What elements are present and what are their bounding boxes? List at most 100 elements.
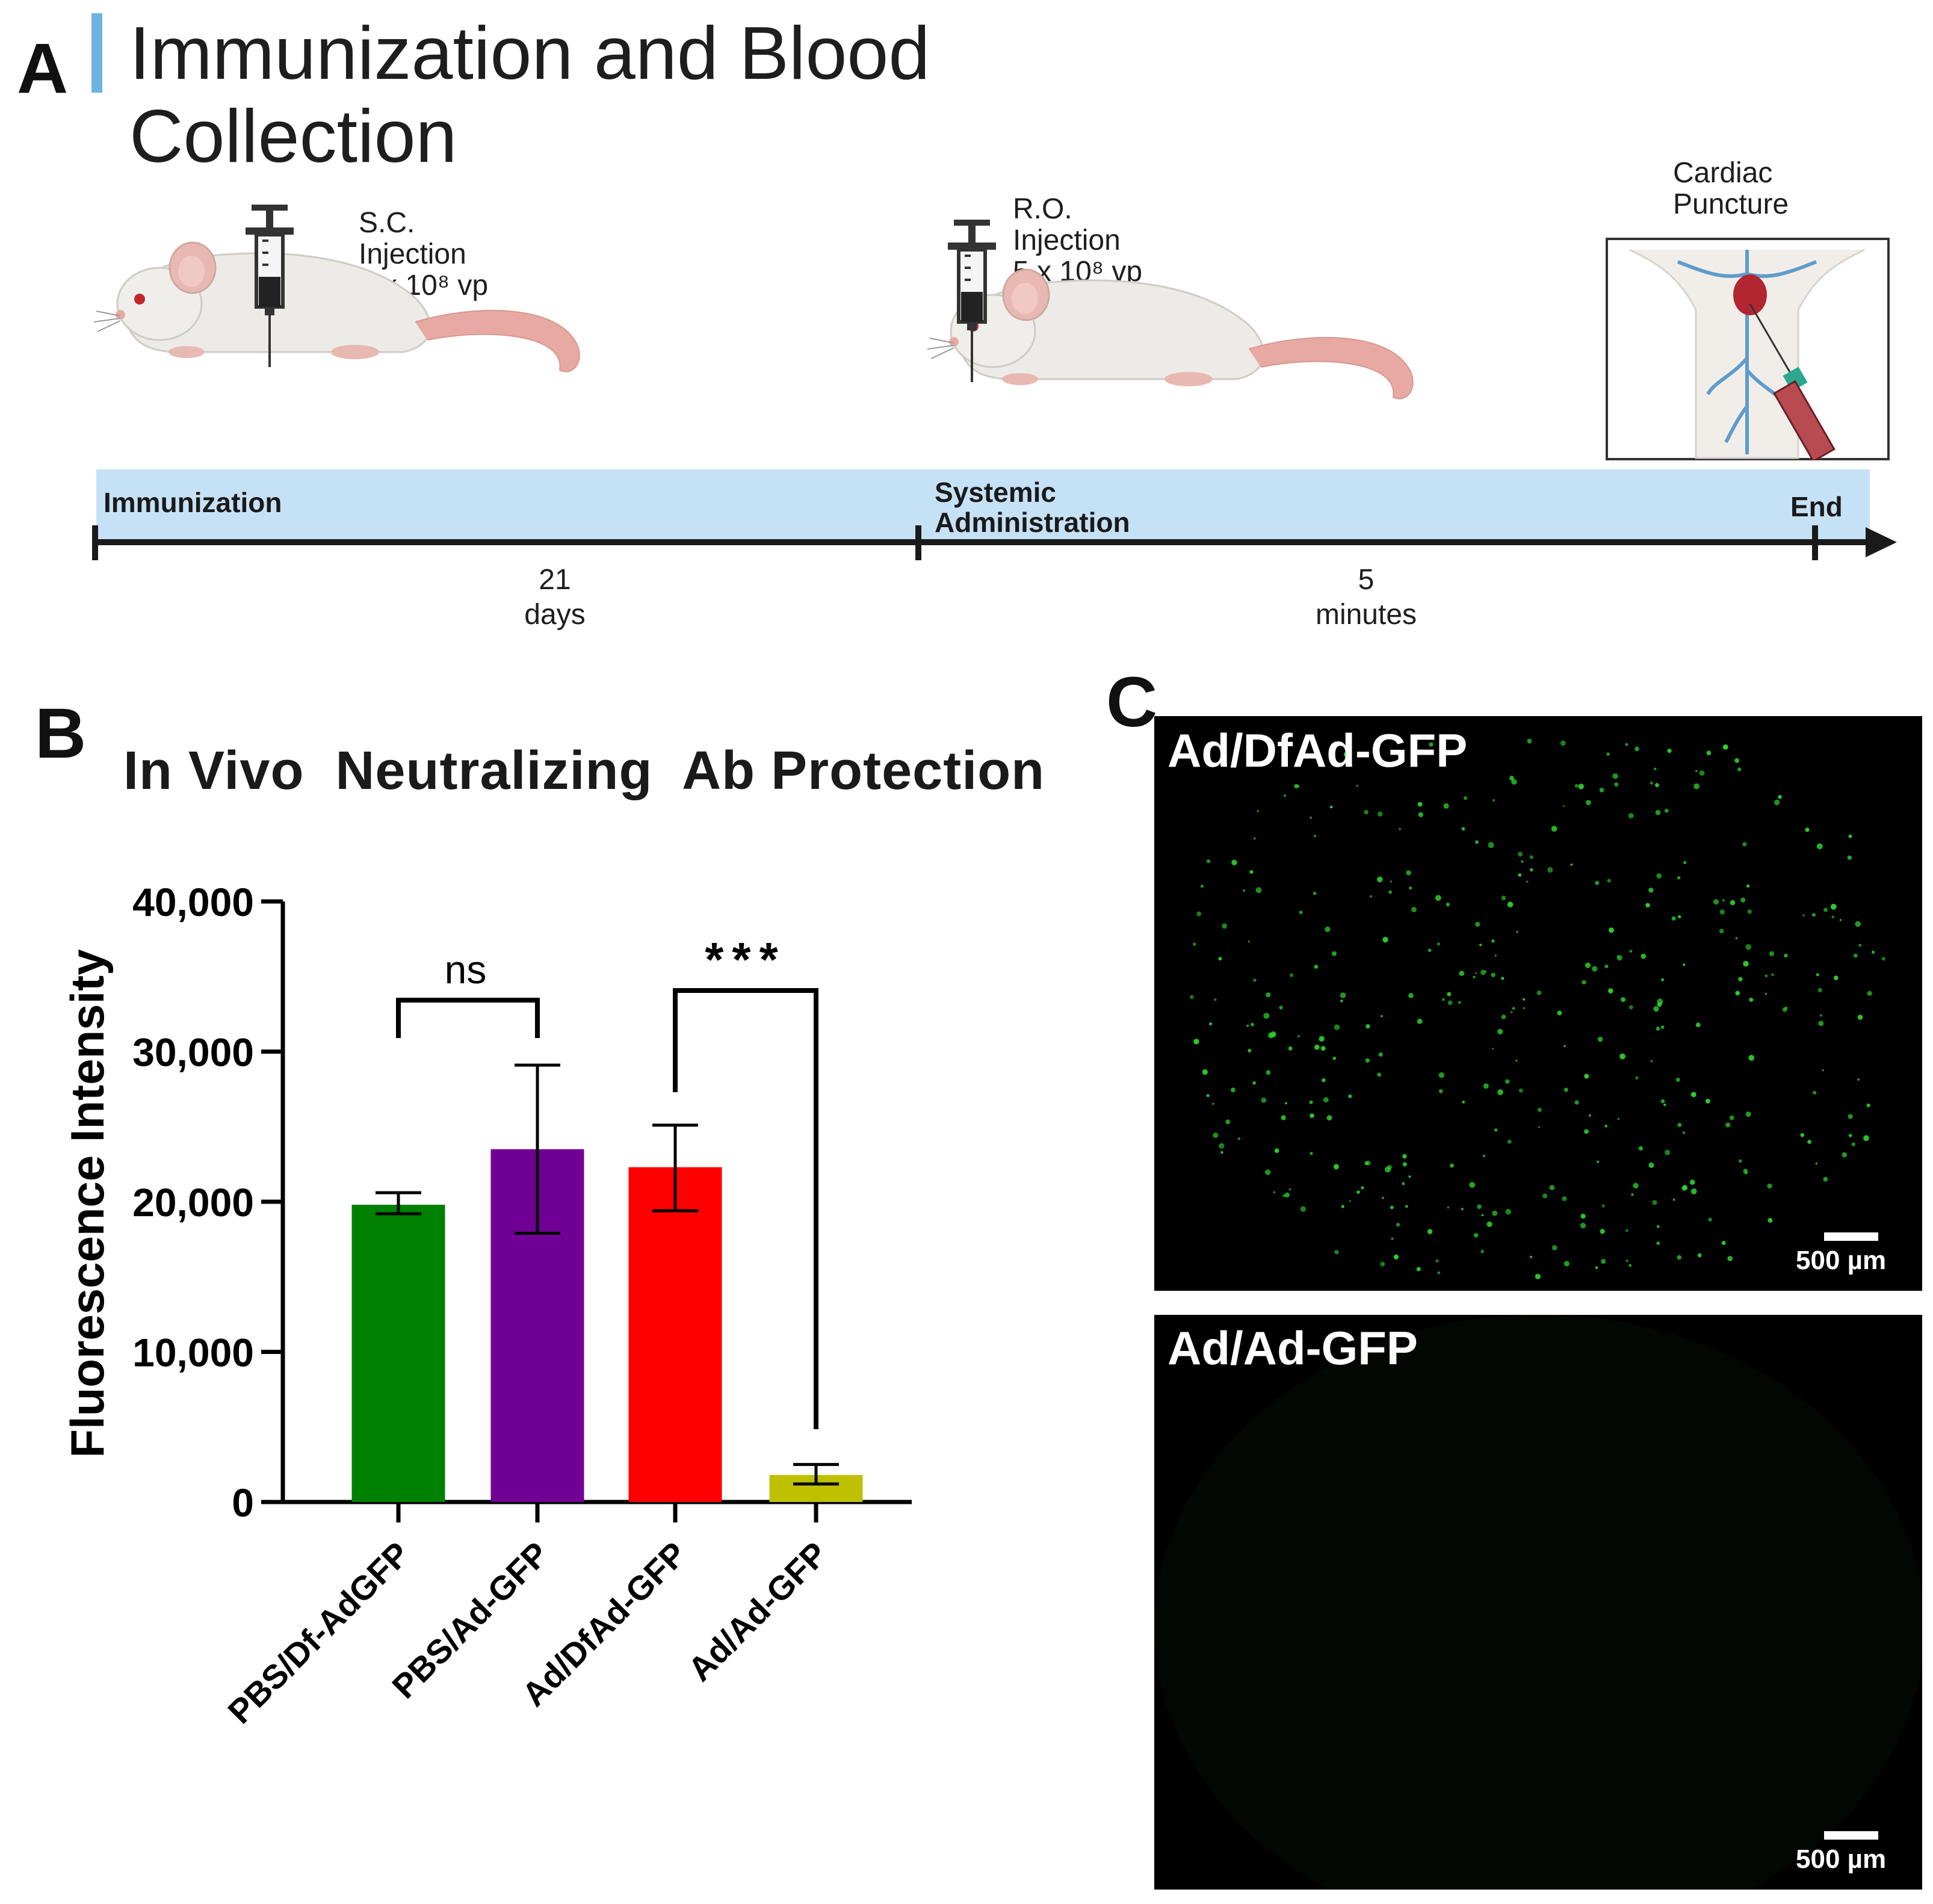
gfp-dot: [1231, 859, 1237, 865]
gfp-dot: [1549, 1185, 1555, 1190]
gfp-dot: [1515, 1060, 1518, 1062]
gfp-dot: [1617, 1117, 1619, 1120]
gfp-dot: [1705, 1099, 1710, 1104]
gfp-dot: [1388, 890, 1393, 894]
bar: [628, 1167, 722, 1502]
gfp-dot: [1480, 1249, 1485, 1253]
gfp-dot: [1438, 1072, 1445, 1078]
gfp-dot: [1621, 997, 1626, 1003]
gfp-dot: [1222, 923, 1227, 929]
gfp-dot: [1811, 913, 1816, 917]
gfp-dot: [1742, 842, 1747, 847]
gfp-dot: [1266, 1070, 1271, 1075]
gfp-dot: [1722, 899, 1725, 902]
duration-days: 21 days: [524, 564, 586, 631]
gfp-dot: [1745, 1111, 1751, 1117]
gfp-dot: [1492, 1210, 1498, 1216]
gfp-dot: [1619, 1053, 1625, 1060]
gfp-dot: [1580, 1223, 1586, 1229]
gfp-dot: [1616, 955, 1619, 957]
gfp-dot: [1518, 852, 1523, 857]
gfp-dot: [1461, 1208, 1464, 1211]
gfp-dot: [1699, 770, 1705, 776]
gfp-dot: [1819, 1014, 1823, 1017]
gfp-dot: [1310, 1113, 1314, 1118]
gfp-dot: [1218, 957, 1222, 960]
gfp-dot: [1656, 1027, 1660, 1031]
gfp-dot: [1697, 1253, 1702, 1258]
gfp-dot: [1665, 1149, 1671, 1155]
gfp-dot: [1437, 1271, 1441, 1275]
gfp-dot: [1263, 1013, 1270, 1019]
gfp-dot: [1396, 1223, 1400, 1227]
gfp-dot: [1671, 916, 1676, 921]
timeline-start-label: Immunization: [104, 487, 282, 518]
gfp-dot: [1402, 1154, 1407, 1159]
gfp-dot: [1494, 954, 1497, 957]
gfp-dot: [1612, 773, 1618, 779]
gfp-dot: [1501, 895, 1506, 900]
gfp-dot: [1743, 1169, 1748, 1174]
gfp-dot: [1450, 1163, 1454, 1168]
gfp-dot: [1486, 1221, 1492, 1227]
gfp-dot: [1340, 1000, 1343, 1003]
micrograph-top-label: Ad/DfAd-GFP: [1168, 724, 1468, 777]
gfp-dot: [1817, 988, 1822, 992]
gfp-dot: [1219, 1143, 1225, 1149]
gfp-dot: [1629, 950, 1633, 953]
category-label: PBS/Df-AdGFP: [220, 1535, 416, 1731]
gfp-dot: [1332, 951, 1337, 956]
gfp-dot: [1749, 998, 1754, 1002]
gfp-dot: [1529, 1255, 1533, 1258]
gfp-dot: [1606, 752, 1610, 756]
gfp-dot: [1614, 782, 1619, 787]
scale-bar-top: [1824, 1232, 1878, 1241]
gfp-dot: [1683, 861, 1687, 864]
gfp-dot: [1326, 1115, 1332, 1120]
gfp-dot: [1225, 1119, 1231, 1125]
gfp-dot: [1737, 767, 1742, 771]
bar: [351, 1204, 445, 1502]
gfp-dot: [1257, 809, 1260, 812]
gfp-dot: [1650, 1060, 1653, 1063]
gfp-dot: [1768, 1217, 1773, 1223]
gfp-dot: [1365, 1058, 1370, 1063]
chart-title: In Vivo Neutralizing Ab Protection: [123, 741, 1045, 801]
gfp-dot: [1381, 1015, 1383, 1018]
gfp-dot: [1645, 903, 1650, 907]
gfp-dot: [1656, 1225, 1660, 1228]
gfp-dot: [1447, 1206, 1449, 1209]
gfp-dot: [1747, 909, 1752, 914]
gfp-dot: [1220, 1151, 1223, 1154]
gfp-dot: [1729, 1115, 1734, 1120]
gfp-dot: [1206, 859, 1211, 864]
gfp-dot: [1653, 1006, 1659, 1012]
gfp-dot: [1764, 974, 1768, 978]
micrograph-bottom-label: Ad/Ad-GFP: [1168, 1321, 1418, 1374]
gfp-dot: [1655, 809, 1661, 815]
gfp-dot: [1652, 1200, 1657, 1205]
gfp-dot: [1294, 784, 1299, 789]
gfp-dot: [1595, 880, 1600, 885]
gfp-dot: [1536, 991, 1542, 995]
panel-c-letter: C: [1106, 663, 1158, 742]
gfp-dot: [1641, 953, 1647, 959]
gfp-dot: [1551, 1245, 1557, 1250]
gfp-dot: [1341, 1205, 1344, 1208]
gfp-dot: [1264, 1169, 1271, 1175]
gfp-dot: [1527, 738, 1532, 744]
gfp-dot: [1529, 855, 1533, 859]
gfp-dot: [1830, 903, 1837, 910]
gfp-dot: [1313, 892, 1317, 895]
gfp-dot: [1521, 860, 1524, 863]
gfp-dot: [1349, 1200, 1351, 1202]
gfp-dot: [1562, 1196, 1567, 1201]
gfp-dot: [1484, 970, 1487, 973]
gfp-dot: [1656, 1241, 1660, 1245]
gfp-dot: [1488, 842, 1494, 848]
gfp-dot: [1746, 884, 1750, 888]
gfp-dot: [1769, 951, 1775, 956]
gfp-dot: [1607, 879, 1611, 883]
gfp-dot: [1664, 808, 1669, 813]
gfp-dot: [1334, 1024, 1340, 1030]
